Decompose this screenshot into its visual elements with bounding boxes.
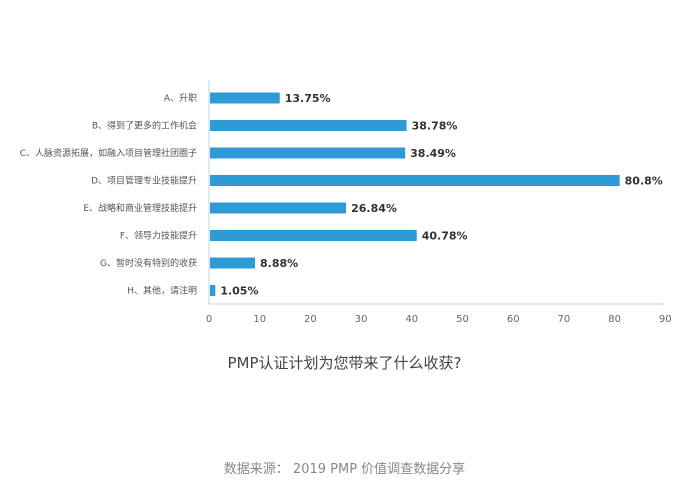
category-label: A、升职 bbox=[164, 93, 197, 104]
value-label: 8.88% bbox=[260, 257, 298, 270]
bar bbox=[210, 257, 256, 269]
category-label: C、人脉资源拓展，如融入项目管理社团圈子 bbox=[20, 147, 197, 159]
category-label: E、战略和商业管理技能提升 bbox=[83, 202, 197, 214]
source-note: 数据来源： 2019 PMP 价值调查数据分享 bbox=[223, 462, 466, 477]
bars bbox=[210, 92, 620, 296]
x-tick-label: 30 bbox=[355, 314, 368, 325]
value-label: 80.8% bbox=[625, 175, 663, 188]
category-label: H、其他，请注明 bbox=[127, 285, 197, 297]
value-label: 38.49% bbox=[410, 147, 456, 160]
value-label: 1.05% bbox=[220, 285, 258, 298]
bar bbox=[210, 285, 216, 296]
x-tick-label: 60 bbox=[507, 314, 520, 325]
category-labels: A、升职 B、得到了更多的工作机会 C、人脉资源拓展，如融入项目管理社团圈子 D、项目… bbox=[20, 93, 197, 297]
bar bbox=[210, 92, 280, 104]
x-tick-label: 90 bbox=[659, 314, 672, 325]
category-label: F、领导力技能提升 bbox=[120, 230, 197, 242]
value-label: 40.78% bbox=[422, 230, 468, 243]
value-label: 26.84% bbox=[351, 202, 397, 215]
bar bbox=[210, 175, 620, 186]
category-label: D、项目管理专业技能提升 bbox=[91, 175, 197, 187]
value-label: 38.78% bbox=[412, 120, 458, 133]
value-label: 13.75% bbox=[285, 92, 331, 105]
x-tick-label: 20 bbox=[304, 314, 317, 325]
bar bbox=[210, 230, 417, 241]
category-label: B、得到了更多的工作机会 bbox=[92, 120, 197, 132]
bar bbox=[210, 147, 406, 159]
chart-title: PMP认证计划为您带来了什么收获? bbox=[227, 354, 462, 372]
x-tick-label: 0 bbox=[206, 314, 212, 325]
x-tick-label: 40 bbox=[405, 314, 418, 325]
bar bbox=[210, 202, 347, 214]
value-labels: 13.75% 38.78% 38.49% 80.8% 26.84% 40.78% 8.88%… bbox=[220, 92, 663, 298]
x-tick-label: 80 bbox=[608, 314, 621, 325]
x-tick-label: 10 bbox=[253, 314, 266, 325]
x-tick-labels: 0 10 20 30 40 50 60 70 80 90 bbox=[206, 314, 672, 325]
x-tick-label: 50 bbox=[456, 314, 469, 325]
category-label: G、暂时没有特别的收获 bbox=[100, 257, 197, 269]
bar bbox=[210, 120, 407, 131]
x-tick-label: 70 bbox=[558, 314, 571, 325]
